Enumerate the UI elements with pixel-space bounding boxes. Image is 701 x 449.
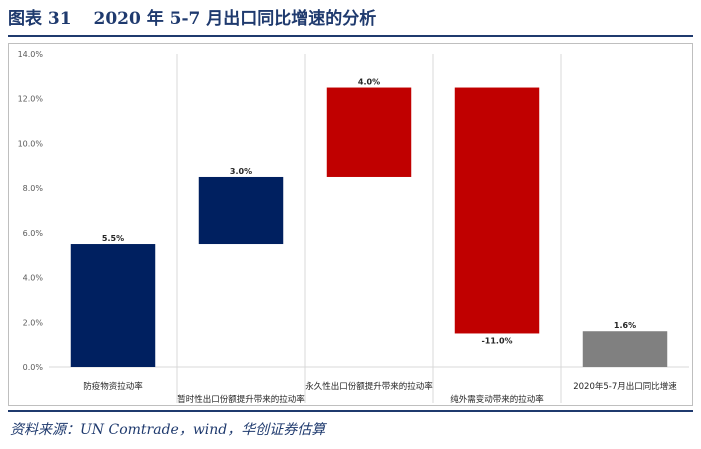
y-tick-label: 0.0% bbox=[23, 363, 44, 372]
bar-4 bbox=[454, 87, 540, 334]
y-tick-label: 4.0% bbox=[23, 274, 44, 283]
figure-title: 图表 31 2020 年 5-7 月出口同比增速的分析 bbox=[8, 4, 698, 34]
bar-5 bbox=[582, 331, 668, 367]
figure-label: 图表 31 bbox=[8, 9, 72, 29]
data-label: 5.5% bbox=[102, 234, 124, 243]
data-label: 4.0% bbox=[358, 78, 380, 87]
category-label: 防疫物资拉动率 bbox=[83, 381, 143, 392]
data-label: -11.0% bbox=[481, 336, 512, 345]
title-rule bbox=[8, 35, 693, 37]
waterfall-chart: 0.0% 2.0% 4.0% 6.0% 8.0% 10.0% 12.0% 14.0% 5.5% 防… bbox=[18, 50, 689, 405]
source-note: 资料来源：UN Comtrade，wind，华创证券估算 bbox=[10, 422, 326, 438]
data-label: 1.6% bbox=[614, 321, 636, 330]
chart-frame: 0.0% 2.0% 4.0% 6.0% 8.0% 10.0% 12.0% 14.0% 5.5% 防… bbox=[8, 43, 693, 406]
figure-title-text: 2020 年 5-7 月出口同比增速的分析 bbox=[93, 9, 377, 29]
y-tick-label: 2.0% bbox=[23, 318, 44, 327]
y-tick-label: 8.0% bbox=[23, 184, 44, 193]
data-label: 3.0% bbox=[230, 167, 252, 176]
source-rule bbox=[8, 410, 693, 412]
category-label: 纯外需变动带来的拉动率 bbox=[450, 394, 544, 405]
category-label: 永久性出口份额提升带来的拉动率 bbox=[305, 381, 433, 392]
y-tick-label: 12.0% bbox=[18, 95, 44, 104]
y-tick-label: 10.0% bbox=[18, 139, 44, 148]
bar-3 bbox=[326, 87, 412, 177]
category-label: 2020年5-7月出口同比增速 bbox=[573, 381, 677, 392]
bar-1 bbox=[70, 244, 156, 367]
y-tick-label: 6.0% bbox=[23, 229, 44, 238]
category-label: 暂时性出口份额提升带来的拉动率 bbox=[177, 394, 305, 405]
y-tick-label: 14.0% bbox=[18, 50, 44, 59]
bar-2 bbox=[198, 176, 284, 245]
